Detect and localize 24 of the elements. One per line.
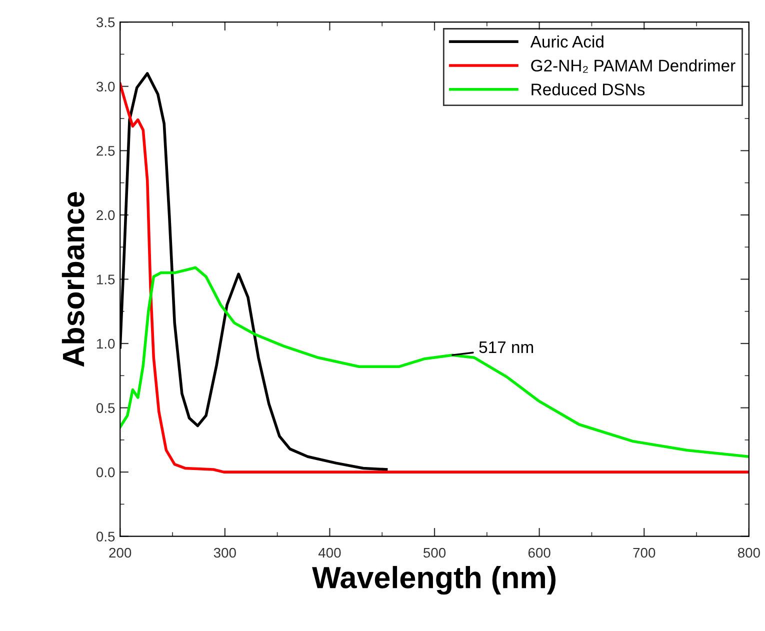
- y-axis-title: Absorbance: [62, 192, 84, 367]
- x-axis-title: Wavelength (nm): [312, 566, 556, 595]
- y-tick-label: 3.0: [96, 82, 115, 92]
- legend-label: G2-NH₂ PAMAM Dendrimer: [531, 59, 736, 73]
- legend-label: Reduced DSNs: [532, 83, 645, 96]
- y-tick-label: 0.5: [96, 532, 115, 542]
- x-tick-label: 600: [528, 548, 550, 558]
- x-tick-label: 400: [318, 548, 341, 558]
- y-tick-label: 3.5: [96, 17, 115, 28]
- y-tick-label: 1.0: [96, 338, 115, 349]
- x-tick-label: 500: [423, 548, 446, 558]
- line-series: [120, 266, 749, 458]
- x-tick-label: 300: [214, 548, 236, 558]
- annotation: 517 nm: [479, 341, 534, 354]
- x-tick-label: 200: [109, 548, 132, 558]
- y-tick-label: 1.5: [96, 274, 115, 284]
- x-tick-label: 700: [633, 548, 656, 558]
- line-series: [120, 82, 749, 474]
- y-tick-label: 0.5: [96, 403, 115, 413]
- x-tick-label: 800: [738, 548, 760, 558]
- y-tick-label: 0.0: [96, 467, 115, 478]
- y-tick-label: 2.5: [96, 146, 115, 156]
- y-tick-label: 2.0: [96, 210, 115, 220]
- legend-label: Auric Acid: [530, 35, 604, 48]
